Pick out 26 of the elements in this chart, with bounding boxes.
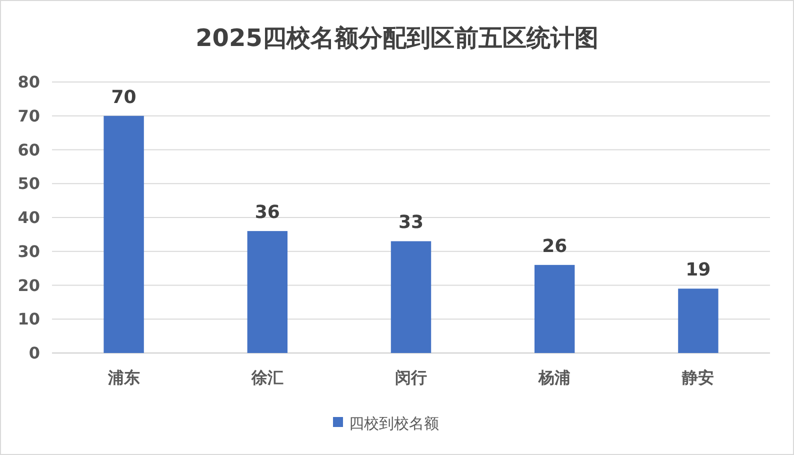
y-tick-label: 50: [18, 174, 40, 194]
bar: [247, 231, 288, 353]
legend-label: 四校到校名额: [349, 414, 439, 432]
y-tick-label: 60: [18, 140, 40, 160]
y-tick-label: 20: [18, 276, 40, 295]
y-tick-label: 80: [18, 72, 40, 92]
y-tick-label: 70: [18, 106, 40, 126]
bar: [104, 116, 144, 353]
data-label: 36: [254, 202, 280, 224]
x-tick-label: 静安: [681, 368, 714, 387]
x-tick-label: 浦东: [106, 368, 140, 387]
x-tick-label: 杨浦: [538, 368, 571, 387]
y-tick-label: 30: [18, 242, 40, 261]
data-label: 70: [111, 86, 136, 108]
data-label: 33: [398, 212, 424, 234]
x-tick-label: 闵行: [395, 368, 427, 387]
y-tick-label: 40: [18, 208, 40, 228]
bar: [534, 264, 575, 353]
y-tick-label: 10: [18, 310, 40, 329]
bar: [390, 241, 432, 353]
data-label: 19: [686, 260, 711, 281]
x-tick-label: 徐汇: [250, 368, 284, 387]
chart-title: 2025四校名额分配到区前五区统计图: [196, 24, 598, 52]
data-label: 26: [542, 236, 568, 257]
bar: [678, 288, 718, 353]
y-tick-label: 0: [28, 344, 40, 363]
